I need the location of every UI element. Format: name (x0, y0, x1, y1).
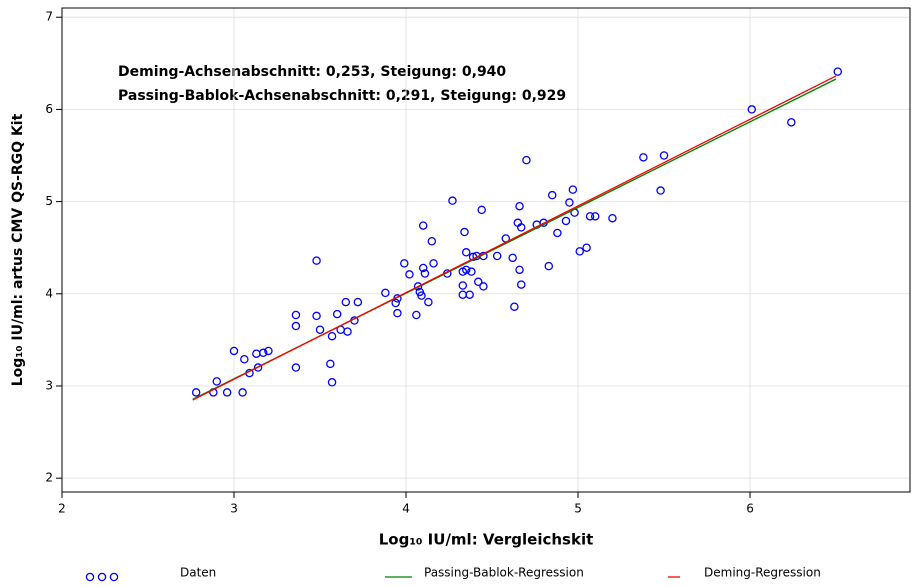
data-point (326, 359, 335, 369)
x-tick-label: 3 (230, 502, 238, 516)
legend-label: Deming-Regression (704, 566, 821, 580)
data-point (547, 190, 557, 200)
y-tick-label: 5 (45, 194, 53, 208)
data-point (608, 213, 617, 223)
data-point (565, 198, 574, 207)
data-point (515, 265, 524, 275)
x-axis-label: Log₁₀ IU/ml: Vergleichskit (379, 531, 594, 549)
data-point (327, 378, 337, 387)
data-point (424, 297, 433, 307)
data-point (332, 309, 342, 319)
data-point (575, 247, 584, 256)
data-point (252, 349, 261, 358)
y-tick-label: 4 (45, 286, 53, 300)
data-point (291, 321, 301, 331)
y-tick-label: 2 (45, 471, 53, 485)
legend-marker (109, 572, 119, 582)
data-point (258, 348, 268, 358)
data-point (413, 282, 423, 291)
annotation: Passing-Bablok-Achsenabschnitt: 0,291, S… (118, 88, 566, 104)
data-point (212, 377, 222, 386)
data-point (458, 281, 468, 290)
data-point (312, 311, 321, 321)
data-point (418, 263, 428, 273)
data-point (222, 388, 232, 397)
plot-frame (61, 7, 911, 493)
data-point (253, 363, 263, 372)
data-point (429, 259, 438, 268)
data-point (291, 363, 301, 372)
data-point (517, 280, 526, 289)
data-point (353, 297, 363, 307)
data-point (427, 236, 437, 246)
data-point (585, 212, 595, 221)
data-point (264, 346, 273, 356)
data-point (656, 186, 665, 195)
data-point (582, 243, 591, 252)
data-point (412, 310, 421, 320)
data-point (508, 253, 517, 263)
data-point (474, 277, 483, 287)
data-point (590, 212, 600, 221)
y-tick-label: 3 (45, 378, 53, 392)
x-tick-label: 2 (58, 502, 66, 516)
regression-line (192, 75, 837, 401)
legend-label: Daten (180, 566, 216, 580)
data-point (460, 227, 469, 237)
data-point (659, 151, 669, 160)
data-point (522, 155, 531, 165)
data-point (561, 216, 571, 226)
data-point (544, 261, 554, 271)
x-tick-label: 6 (746, 502, 754, 516)
y-tick-label: 7 (45, 10, 53, 24)
data-point (510, 302, 519, 311)
annotation: Deming-Achsenabschnitt: 0,253, Steigung:… (118, 64, 506, 80)
data-point (327, 331, 337, 341)
data-point (191, 388, 201, 397)
data-point (787, 118, 796, 127)
data-point (417, 291, 426, 300)
data-point (393, 308, 402, 318)
data-point (400, 259, 409, 268)
data-point (238, 388, 247, 397)
data-point (229, 346, 239, 356)
data-point (381, 288, 390, 298)
data-point (418, 221, 428, 230)
legend-marker (97, 572, 107, 582)
data-point (477, 205, 486, 215)
data-point (315, 325, 325, 334)
data-point (461, 265, 471, 275)
data-point (312, 256, 321, 265)
data-point (420, 269, 430, 278)
data-point (391, 298, 400, 308)
data-point (833, 67, 843, 76)
data-point (240, 354, 249, 364)
data-point (343, 327, 352, 336)
data-point (515, 201, 524, 211)
x-tick-label: 5 (574, 502, 582, 516)
data-point (458, 290, 468, 299)
data-point (568, 185, 578, 194)
legend-marker (85, 572, 95, 582)
data-point (467, 267, 476, 276)
data-point (465, 290, 474, 299)
data-point (479, 282, 488, 291)
legend-label: Passing-Bablok-Regression (424, 566, 584, 580)
data-point (639, 153, 648, 162)
data-point (553, 228, 562, 238)
data-point (291, 310, 301, 320)
data-point (517, 223, 526, 232)
data-point (448, 196, 457, 205)
y-axis-label: Log₁₀ IU/ml: artus CMV QS-RGQ Kit (10, 113, 26, 386)
y-tick-label: 6 (45, 102, 53, 116)
x-tick-label: 4 (402, 502, 410, 516)
data-point (492, 251, 502, 261)
data-point (747, 105, 757, 114)
data-point (405, 270, 414, 279)
data-point (461, 248, 471, 257)
data-point (341, 297, 351, 307)
